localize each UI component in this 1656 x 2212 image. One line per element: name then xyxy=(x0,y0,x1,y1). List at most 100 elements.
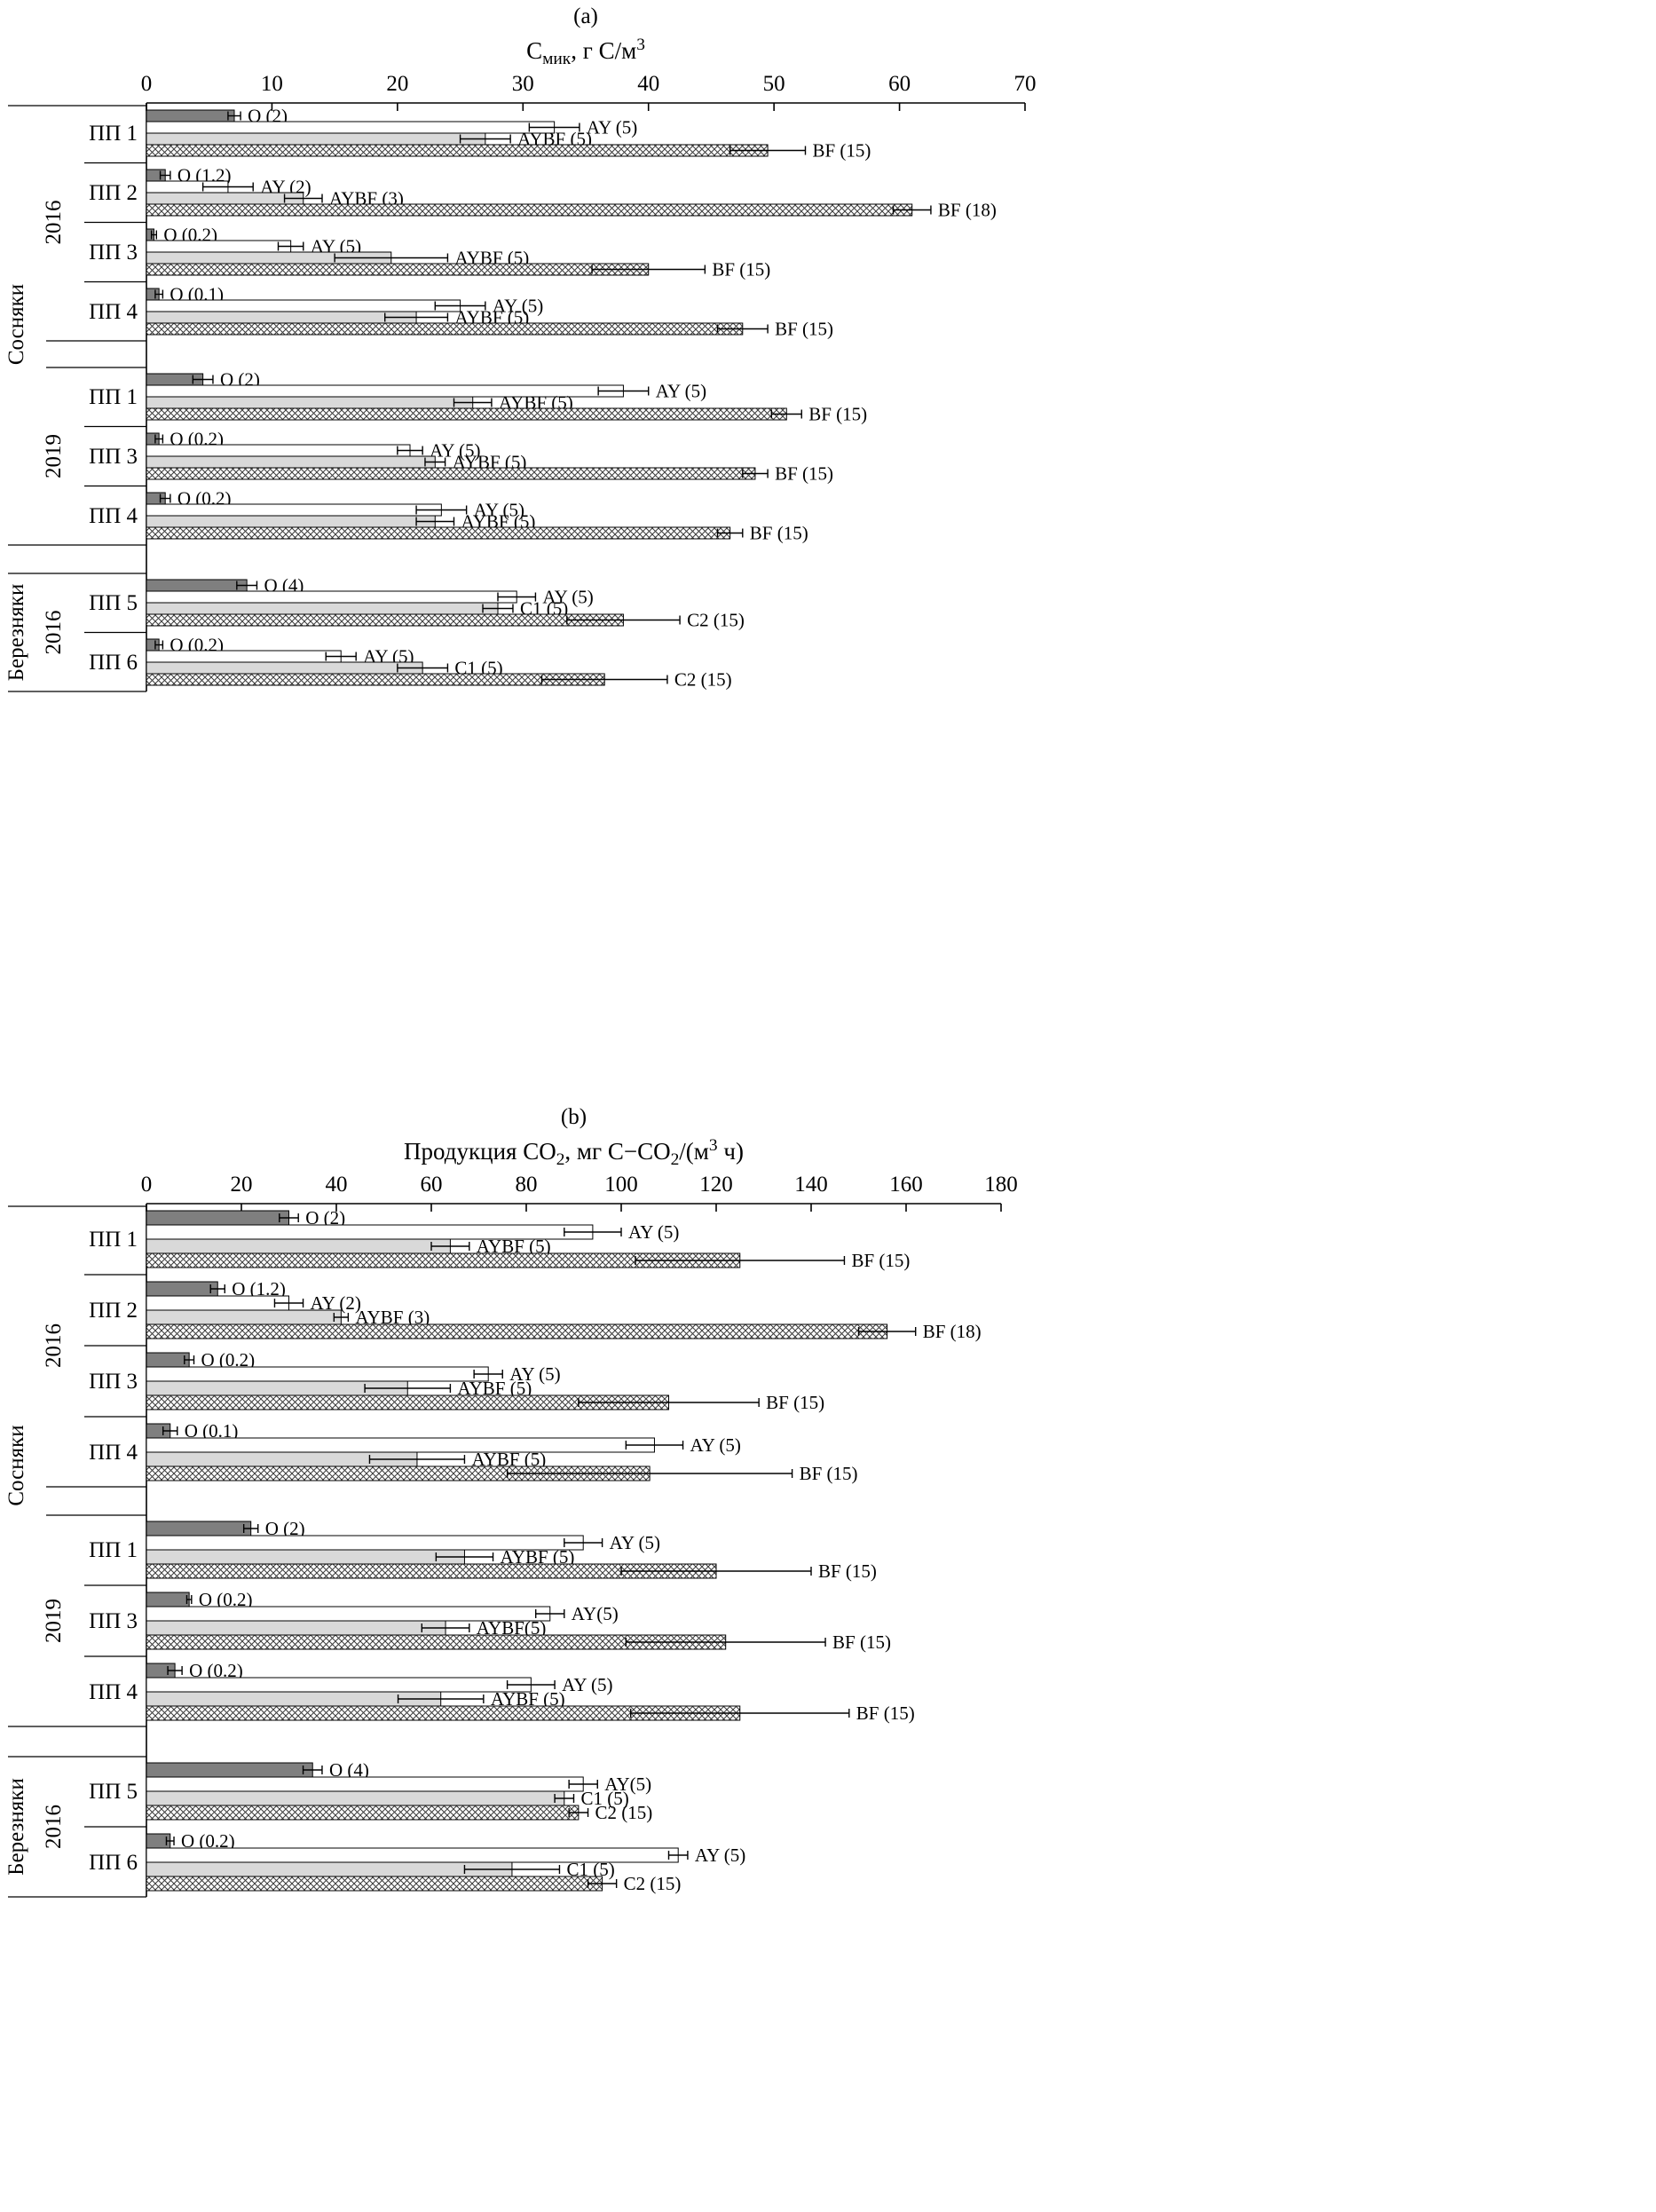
x-tick-label: 180 xyxy=(984,1173,1018,1197)
year-label: 2016 xyxy=(42,611,66,655)
bar-label: C2 (15) xyxy=(687,610,745,631)
x-tick-label: 140 xyxy=(794,1173,828,1197)
x-tick-label: 40 xyxy=(326,1173,348,1197)
x-tick-label: 20 xyxy=(386,72,408,96)
bar-hatch xyxy=(146,1805,580,1821)
group-label: ПП 3 xyxy=(89,1609,138,1633)
bar-white xyxy=(146,1776,584,1792)
panel-label: (a) xyxy=(573,4,598,28)
bar-light xyxy=(146,1861,513,1877)
bar-hatch xyxy=(146,1323,888,1339)
x-tick-label: 80 xyxy=(516,1173,538,1197)
bar-label: BF (15) xyxy=(851,1250,910,1271)
bar-white xyxy=(146,650,342,663)
x-tick-label: 30 xyxy=(512,72,534,96)
bar-label: AY (5) xyxy=(690,1434,741,1456)
bar-white xyxy=(146,1295,289,1311)
section-label: Сосняки xyxy=(4,1425,28,1505)
group-label: ПП 1 xyxy=(89,1538,138,1562)
bar-hatch xyxy=(146,144,769,157)
panel-a-chart: (a)Смик, г С/м30 10 20 30 40 50 60 70O (2)AY (5… xyxy=(4,4,1037,692)
bar-label: BF (15) xyxy=(832,1631,891,1653)
x-tick-label: 0 xyxy=(141,72,153,96)
bar-label: BF (15) xyxy=(750,523,808,544)
bar-light xyxy=(146,1238,451,1254)
group-label: ПП 4 xyxy=(89,1680,138,1704)
bar-label: C2 (15) xyxy=(624,1873,682,1894)
bar-label: BF (18) xyxy=(938,200,997,221)
bar-hatch xyxy=(146,613,624,627)
bar-label: BF (15) xyxy=(808,404,867,425)
bar-light xyxy=(146,132,486,146)
chart-title: Продукция СО2, мг С−СО2/(м3 ч) xyxy=(404,1136,744,1169)
year-label: 2019 xyxy=(42,434,66,478)
bar-white xyxy=(146,1366,489,1382)
x-tick-label: 100 xyxy=(604,1173,638,1197)
bar-label: BF (15) xyxy=(800,1463,858,1484)
panel-b-chart: (b) Продукция СО2, мг С−СО2/(м3 ч) 0 20 40 60… xyxy=(4,1105,1018,1898)
bar-label: AY (5) xyxy=(474,500,524,521)
group-label: ПП 4 xyxy=(89,300,138,324)
x-tick-label: 70 xyxy=(1014,72,1037,96)
bar-label: AY (5) xyxy=(695,1845,745,1866)
bar-hatch xyxy=(146,407,787,421)
bar-label: AY (5) xyxy=(610,1532,660,1553)
bar-label: AY (5) xyxy=(493,296,543,317)
bar-hatch xyxy=(146,1876,603,1892)
group-label: ПП 1 xyxy=(89,122,138,146)
year-label: 2016 xyxy=(42,1323,66,1368)
bar-label: BF (15) xyxy=(712,259,770,280)
bar-dark xyxy=(146,1210,289,1226)
bar-hatch xyxy=(146,322,744,336)
bar-white xyxy=(146,121,556,134)
year-label: 2016 xyxy=(42,1805,66,1849)
bar-dark xyxy=(146,1281,218,1297)
bar-label: AY (5) xyxy=(628,1221,679,1243)
bar-light xyxy=(146,396,474,409)
bar-dark xyxy=(146,1352,190,1368)
x-tick-label: 60 xyxy=(421,1173,443,1197)
x-tick-label: 20 xyxy=(231,1173,253,1197)
bar-white xyxy=(146,1437,655,1453)
bar-label: AY (5) xyxy=(542,587,593,608)
bar-light xyxy=(146,455,436,469)
bar-label: BF (18) xyxy=(923,1321,982,1342)
bar-light xyxy=(146,1790,565,1806)
group-label: ПП 6 xyxy=(89,651,138,675)
bar-label: BF (15) xyxy=(813,140,871,162)
group-label: ПП 1 xyxy=(89,385,138,409)
x-tick-label: 120 xyxy=(699,1173,733,1197)
x-tick-label: 0 xyxy=(141,1173,153,1197)
bar-label: C1 (5) xyxy=(581,1788,629,1809)
x-tick-label: 10 xyxy=(261,72,283,96)
bar-hatch xyxy=(146,203,913,217)
group-label: ПП 5 xyxy=(89,1780,138,1804)
bar-white xyxy=(146,503,442,517)
group-label: ПП 3 xyxy=(89,241,138,265)
group-label: ПП 1 xyxy=(89,1228,138,1252)
bar-hatch xyxy=(146,467,756,480)
bar-hatch xyxy=(146,263,650,276)
bar-label: C2 (15) xyxy=(595,1802,653,1823)
bar-white xyxy=(146,1677,532,1693)
chart-title: Смик, г С/м3 xyxy=(526,36,645,68)
bar-label: BF (15) xyxy=(856,1702,915,1724)
bar-white xyxy=(146,444,411,457)
bar-label: BF (15) xyxy=(775,319,833,340)
bar-hatch xyxy=(146,673,605,686)
bar-label: AY (5) xyxy=(656,381,706,402)
bar-dark xyxy=(146,579,248,592)
bar-dark xyxy=(146,1521,252,1537)
group-label: ПП 5 xyxy=(89,591,138,615)
bar-light xyxy=(146,1691,442,1707)
x-tick-label: 50 xyxy=(763,72,785,96)
bar-white xyxy=(146,590,517,604)
bar-label: C2 (15) xyxy=(674,669,732,691)
bar-dark xyxy=(146,109,235,122)
bar-label: AY(5) xyxy=(572,1603,619,1624)
bar-label: BF (15) xyxy=(818,1560,877,1582)
bar-light xyxy=(146,311,417,324)
bar-white xyxy=(146,299,461,312)
bar-label: AY(5) xyxy=(604,1774,651,1795)
